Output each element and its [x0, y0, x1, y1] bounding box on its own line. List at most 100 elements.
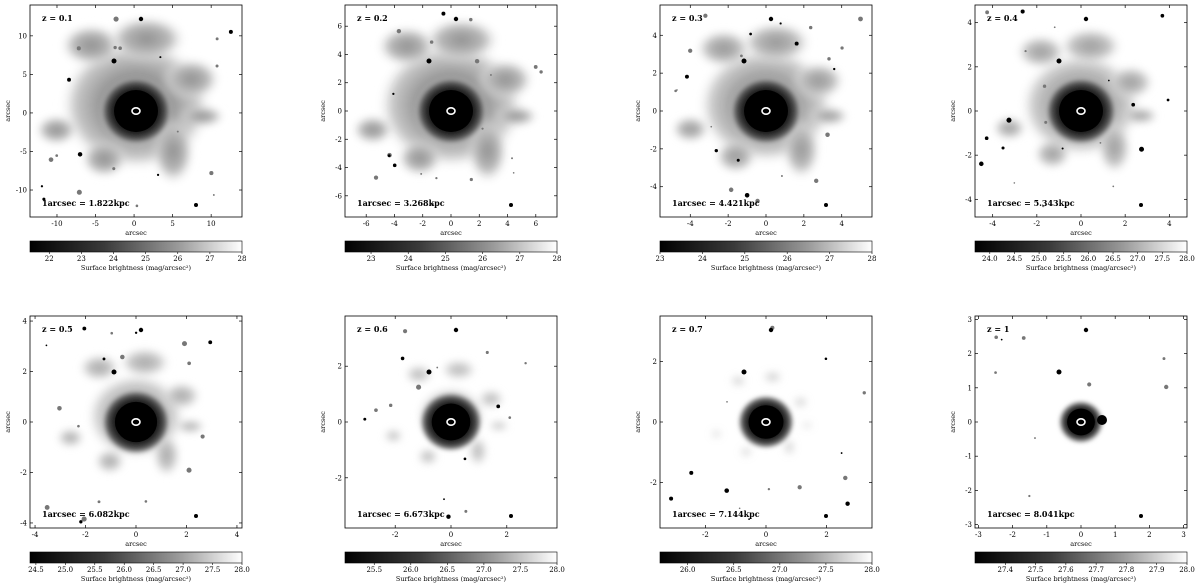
background-source [187, 361, 191, 366]
colorbar-tick-label: 26 [173, 255, 182, 263]
background-source [726, 400, 728, 403]
y-tick-label: 0 [653, 419, 657, 427]
background-source [1061, 147, 1064, 150]
background-source [186, 467, 192, 473]
background-source [392, 163, 397, 168]
background-source [215, 37, 219, 41]
background-source [373, 175, 379, 180]
background-source [710, 125, 713, 128]
panel-1: -10 -5 0 5 10 10 5 0 -5 -10 arcsec arcsec z = 0.1 1ar… [4, 4, 246, 272]
colorbar-tick-label: 27.0 [175, 566, 191, 574]
background-source [1042, 204, 1045, 208]
x-tick-label: -3 [975, 531, 982, 539]
colorbar-tick-label: 27.4 [997, 566, 1013, 574]
background-source [120, 354, 125, 360]
y-tick-label: -10 [16, 187, 27, 195]
background-source [212, 194, 215, 196]
colorbar-tick-label: 25.5 [366, 566, 382, 574]
background-source [714, 149, 718, 153]
background-source [67, 77, 71, 82]
background-source [794, 41, 799, 46]
background-source [744, 193, 750, 198]
background-source [435, 177, 438, 180]
y-axis-title: arcsec [4, 100, 12, 122]
y-tick-label: -2 [335, 474, 342, 482]
background-source [1166, 98, 1170, 102]
background-source [740, 54, 743, 58]
background-source [1013, 182, 1016, 184]
y-tick-label: -4 [650, 183, 657, 191]
center-marker-icon [1076, 107, 1086, 116]
background-source [430, 202, 434, 206]
background-source [689, 470, 694, 475]
y-tick-label: -2 [335, 136, 342, 144]
colorbar-tick-label: 27 [205, 255, 214, 263]
x-axis-title: arcsec [1070, 229, 1092, 237]
background-source [1139, 146, 1145, 152]
colorbar [344, 240, 558, 253]
x-tick-label: 0 [132, 220, 136, 228]
colorbar-tick-label: 26.0 [403, 566, 419, 574]
background-source [684, 74, 689, 79]
x-tick-label: -2 [702, 531, 709, 539]
background-source [416, 384, 422, 390]
colorbar-tick-label: 27 [825, 255, 834, 263]
colorbar-tick-label: 26 [478, 255, 487, 263]
colorbar-tick-label: 26.0 [1081, 255, 1097, 263]
y-tick-label: 0 [338, 419, 342, 427]
galaxy-image [660, 316, 872, 528]
background-source [1020, 9, 1025, 14]
background-source [669, 496, 674, 501]
background-source [134, 331, 138, 334]
scale-label: 1arcsec = 8.041kpc [987, 509, 1075, 519]
background-source [1042, 84, 1047, 88]
x-axis-title: arcsec [125, 229, 147, 237]
background-source [1107, 79, 1110, 82]
x-tick-label: 2 [1147, 531, 1151, 539]
background-source [79, 520, 83, 524]
background-source [1006, 117, 1012, 123]
background-source [176, 130, 179, 133]
background-source [387, 154, 391, 158]
y-tick-label: 10 [18, 32, 27, 40]
x-axis-title: arcsec [440, 540, 462, 548]
y-tick-label: 2 [338, 363, 342, 371]
background-source [496, 404, 501, 409]
background-source [44, 505, 50, 510]
background-source [825, 132, 830, 138]
colorbar-tick-label: 26.0 [680, 566, 696, 574]
colorbar [974, 551, 1188, 564]
background-source [82, 326, 87, 331]
redshift-label: z = 0.5 [42, 324, 73, 334]
scale-label: 1arcsec = 5.343kpc [987, 198, 1075, 208]
x-tick-label: 4 [839, 220, 844, 228]
galaxy-image [975, 5, 1187, 217]
background-source [985, 10, 990, 15]
x-tick-label: -2 [1033, 220, 1040, 228]
colorbar-label: Surface brightness (mag/arcsec²) [81, 264, 192, 272]
colorbar-tick-label: 28.0 [1179, 255, 1195, 263]
background-source [840, 46, 844, 50]
y-tick-label: 2 [653, 358, 657, 366]
background-source [1162, 357, 1166, 361]
y-tick-label: -3 [965, 521, 972, 529]
colorbar-tick-label: 22 [45, 255, 54, 263]
background-source [42, 197, 46, 201]
y-tick-label: 2 [968, 350, 972, 358]
colorbar-tick-label: 24 [109, 255, 118, 263]
y-tick-label: 0 [968, 108, 972, 116]
colorbar-tick-label: 25 [740, 255, 749, 263]
background-source [724, 488, 730, 493]
colorbar-tick-label: 26.5 [726, 566, 742, 574]
x-tick-label: 0 [1079, 531, 1083, 539]
background-source [1053, 26, 1056, 29]
scale-label: 1arcsec = 4.421kpc [672, 198, 760, 208]
y-tick-label: 4 [338, 51, 343, 59]
colorbar-label: Surface brightness (mag/arcsec²) [711, 575, 822, 583]
background-source [400, 356, 405, 361]
x-tick-label: -2 [725, 220, 732, 228]
y-tick-label: -4 [20, 519, 27, 527]
background-source [814, 178, 819, 184]
y-tick-label: -2 [20, 469, 27, 477]
